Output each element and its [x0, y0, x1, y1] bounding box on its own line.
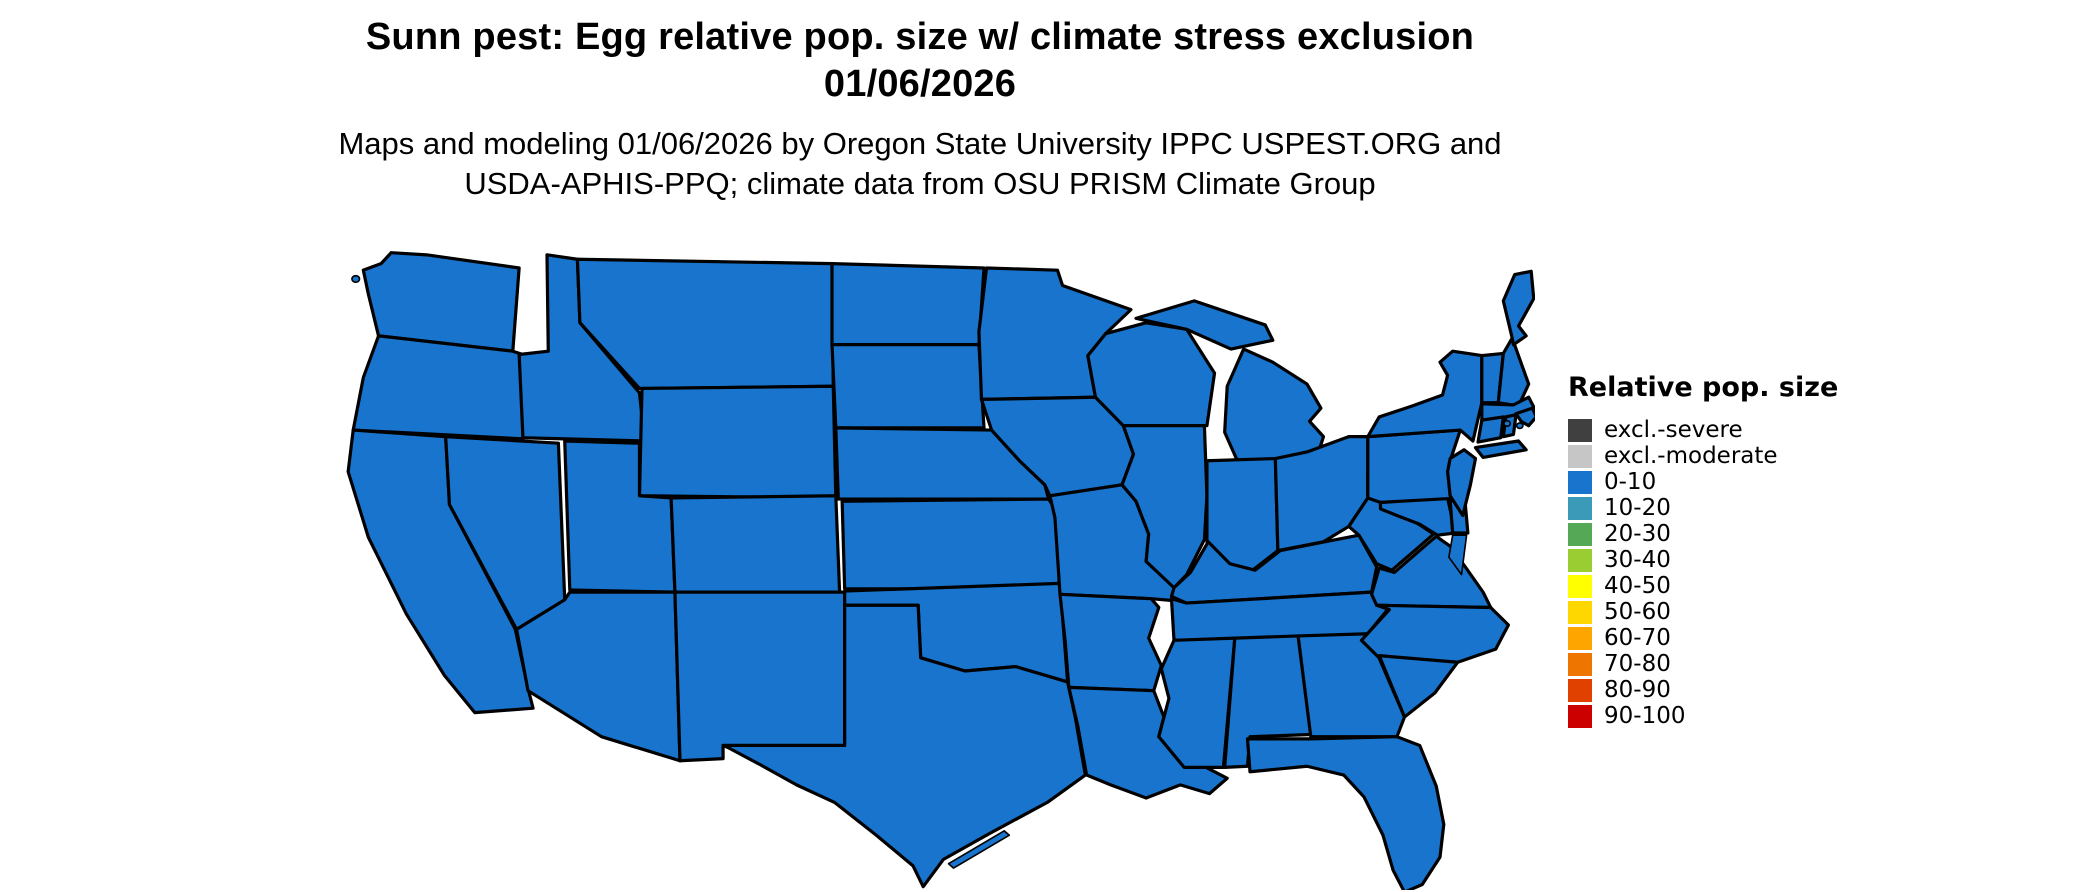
long-island — [1475, 441, 1526, 457]
legend-item-label: 70-80 — [1604, 651, 1671, 677]
legend-item-label: 20-30 — [1604, 521, 1671, 547]
figure-title-line1: Sunn pest: Egg relative pop. size w/ cli… — [365, 16, 1475, 58]
state-nh — [1498, 338, 1528, 406]
state-nd — [832, 264, 984, 345]
legend-color-swatch — [1568, 522, 1592, 546]
legend-color-swatch — [1568, 574, 1592, 598]
state-ny — [1368, 351, 1482, 441]
state-ct — [1478, 417, 1503, 442]
figure-title-line2: 01/06/2026 — [823, 63, 1017, 105]
san-juan-island — [352, 276, 360, 283]
legend-color-swatch — [1568, 678, 1592, 702]
legend-item-label: excl.-severe — [1604, 417, 1743, 443]
legend-color-swatch — [1568, 626, 1592, 650]
legend-color-swatch — [1568, 496, 1592, 520]
legend-item: excl.-severe — [1568, 417, 1988, 443]
legend-items: excl.-severe excl.-moderate 0-10 10-20 2… — [1568, 417, 1988, 729]
legend-color-swatch — [1568, 548, 1592, 572]
delmarva-virginia-shore-island — [1449, 535, 1467, 574]
legend-item-label: 60-70 — [1604, 625, 1671, 651]
coastal-islands-layer — [352, 276, 1523, 890]
marthas-vineyard-island — [1504, 421, 1510, 426]
legend-item: 40-50 — [1568, 573, 1988, 599]
legend-item-label: 0-10 — [1604, 469, 1657, 495]
legend-item-label: 90-100 — [1604, 703, 1686, 729]
state-ks — [842, 499, 1061, 589]
states-layer — [348, 253, 1535, 890]
state-nm — [675, 592, 845, 761]
legend-color-swatch — [1568, 652, 1592, 676]
legend-item-label: 80-90 — [1604, 677, 1671, 703]
state-mi-lower — [1225, 349, 1324, 461]
state-mi-upper — [1136, 301, 1273, 349]
legend-item-label: 50-60 — [1604, 599, 1671, 625]
legend-item: 90-100 — [1568, 703, 1988, 729]
legend-item-label: excl.-moderate — [1604, 443, 1778, 469]
legend-item: 20-30 — [1568, 521, 1988, 547]
state-tx — [723, 605, 1085, 886]
legend-color-swatch — [1568, 418, 1592, 442]
state-sc — [1379, 656, 1458, 717]
legend-color-swatch — [1568, 704, 1592, 728]
figure-subtitle-line2: USDA-APHIS-PPQ; climate data from OSU PR… — [464, 166, 1376, 201]
state-me — [1503, 271, 1533, 344]
legend-item: excl.-moderate — [1568, 443, 1988, 469]
state-or — [353, 336, 523, 439]
legend-item: 10-20 — [1568, 495, 1988, 521]
legend-title: Relative pop. size — [1568, 372, 1839, 403]
legend-item: 30-40 — [1568, 547, 1988, 573]
legend: Relative pop. size excl.-severe excl.-mo… — [1568, 372, 1988, 729]
legend-item: 0-10 — [1568, 469, 1988, 495]
state-fl — [1247, 737, 1443, 890]
state-wi — [1088, 323, 1215, 426]
legend-item: 80-90 — [1568, 677, 1988, 703]
legend-color-swatch — [1568, 600, 1592, 624]
state-nc — [1361, 605, 1508, 662]
legend-color-swatch — [1568, 444, 1592, 468]
figure-subtitle-line1: Maps and modeling 01/06/2026 by Oregon S… — [338, 126, 1502, 161]
legend-item: 60-70 — [1568, 625, 1988, 651]
figure-subtitle: Maps and modeling 01/06/2026 by Oregon S… — [0, 124, 1840, 204]
state-ms — [1159, 638, 1235, 767]
texas-barrier-island — [949, 831, 1010, 868]
nantucket-island — [1517, 423, 1523, 428]
legend-item-label: 30-40 — [1604, 547, 1671, 573]
legend-item: 70-80 — [1568, 651, 1988, 677]
state-co — [671, 496, 839, 592]
state-az — [517, 592, 680, 761]
state-nj — [1448, 450, 1476, 516]
state-wy — [639, 386, 835, 498]
legend-color-swatch — [1568, 470, 1592, 494]
figure-header: Sunn pest: Egg relative pop. size w/ cli… — [0, 14, 1840, 204]
legend-item-label: 40-50 — [1604, 573, 1671, 599]
state-sd — [832, 345, 984, 428]
cape-cod — [1516, 408, 1535, 426]
us-choropleth-map — [300, 222, 1535, 890]
legend-item-label: 10-20 — [1604, 495, 1671, 521]
legend-item: 50-60 — [1568, 599, 1988, 625]
state-ar — [1060, 594, 1161, 690]
